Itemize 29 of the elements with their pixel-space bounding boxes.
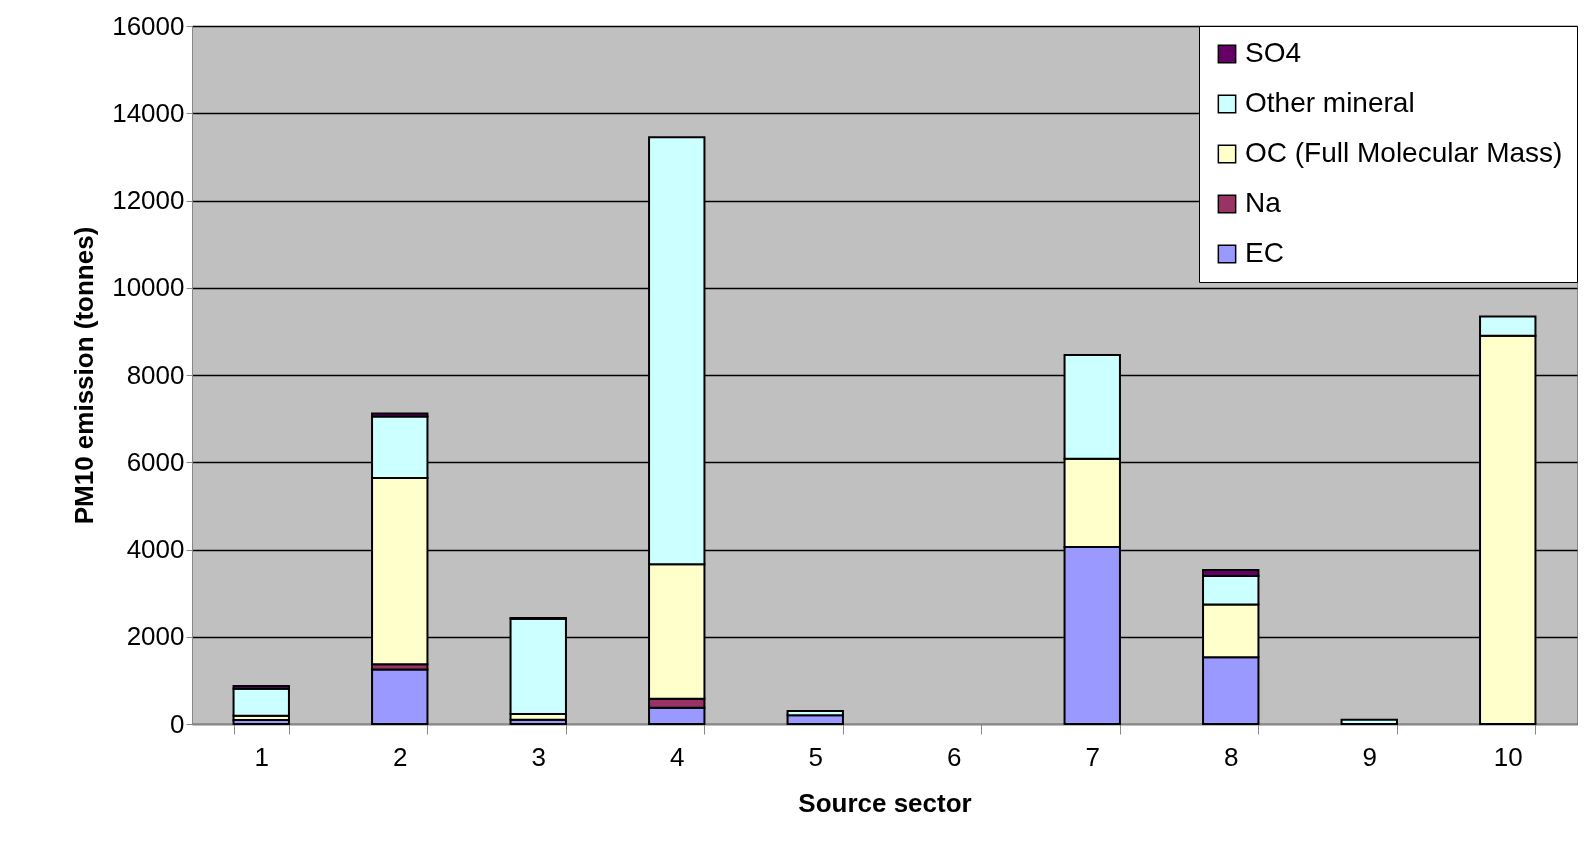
legend-label: Other mineral <box>1245 87 1415 118</box>
x-tick-label: 10 <box>1493 741 1523 772</box>
x-tick-label: 1 <box>254 741 269 772</box>
legend-label: OC (Full Molecular Mass) <box>1245 137 1563 168</box>
x-tick-label: 9 <box>1362 741 1377 772</box>
x-tick-label: 2 <box>393 741 408 772</box>
y-tick-label: 6000 <box>126 446 185 477</box>
legend-label: SO4 <box>1245 37 1302 68</box>
y-tick-label: 0 <box>170 708 185 739</box>
y-tick-label: 8000 <box>126 359 185 390</box>
x-axis-title: Source sector <box>798 787 972 818</box>
x-tick-label: 8 <box>1224 741 1239 772</box>
legend-label: Na <box>1245 187 1282 218</box>
y-axis-title: PM10 emission (tonnes) <box>69 226 100 525</box>
y-tick-label: 12000 <box>112 185 185 215</box>
y-tick-label: 4000 <box>126 534 185 564</box>
legend-label: EC <box>1245 237 1284 268</box>
bar <box>1340 718 1398 725</box>
x-tick-label: 4 <box>670 741 685 772</box>
x-tick-label: 7 <box>1085 741 1100 772</box>
x-tick-label: 5 <box>808 741 823 772</box>
bar <box>232 687 290 717</box>
x-tick-label: 6 <box>947 741 962 772</box>
y-tick-label: 14000 <box>112 97 185 128</box>
x-tick-label: 3 <box>531 741 546 772</box>
y-tick-label: 10000 <box>112 272 185 303</box>
bar <box>371 668 429 725</box>
y-tick-label: 2000 <box>126 621 185 652</box>
y-tick-label: 16000 <box>112 10 185 41</box>
